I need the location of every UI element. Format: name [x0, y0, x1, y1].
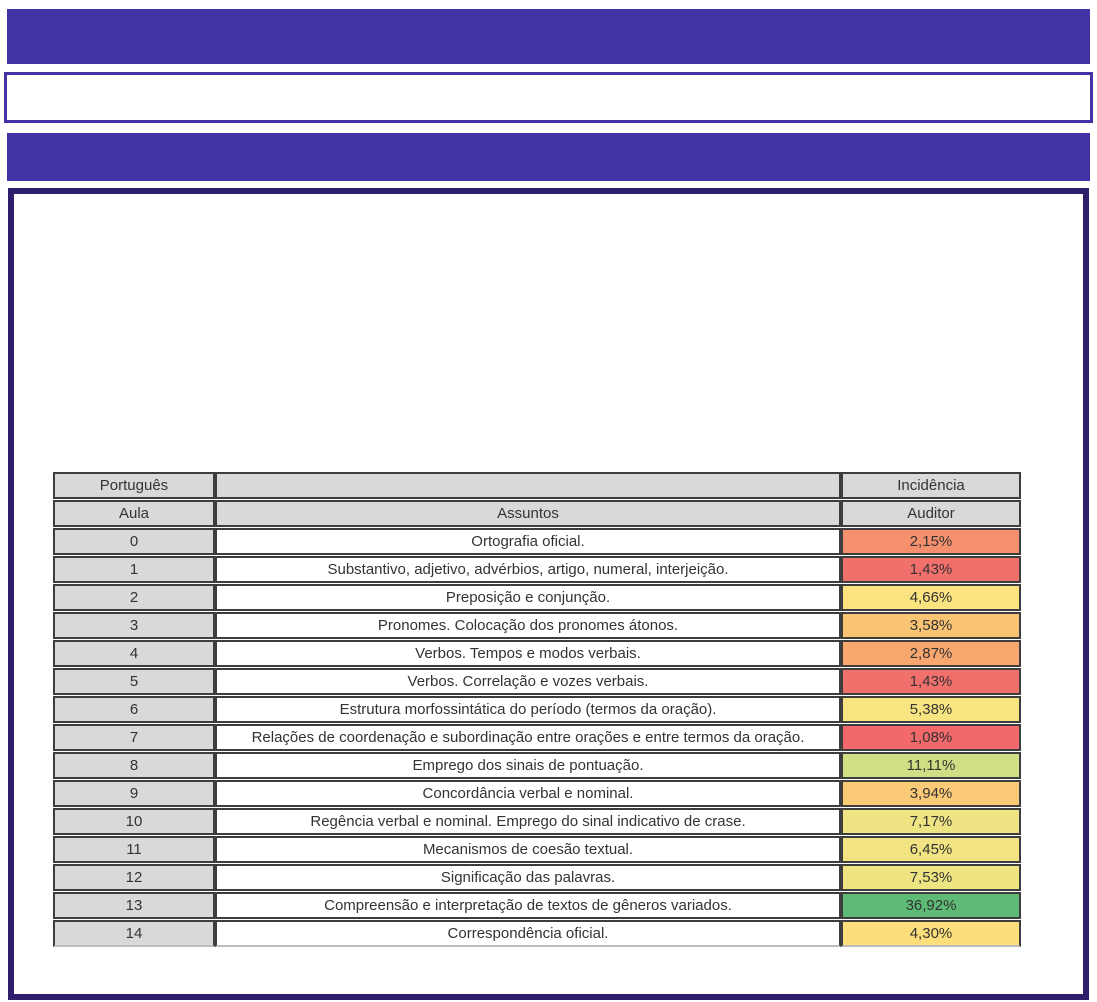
incidencia-cell: 4,66%	[841, 584, 1021, 611]
aula-cell: 14	[53, 920, 215, 947]
table-row: 14 Correspondência oficial. 4,30%	[53, 920, 1021, 947]
table-row: 8 Emprego dos sinais de pontuação. 11,11%	[53, 752, 1021, 779]
assunto-cell: Regência verbal e nominal. Emprego do si…	[215, 808, 841, 835]
aula-cell: 12	[53, 864, 215, 891]
table-row: 2 Preposição e conjunção. 4,66%	[53, 584, 1021, 611]
assunto-cell: Relações de coordenação e subordinação e…	[215, 724, 841, 751]
incidence-table: Português Incidência Aula Assuntos Audit…	[53, 471, 1021, 948]
table-row: 1 Substantivo, adjetivo, advérbios, artig…	[53, 556, 1021, 583]
table-row: 0 Ortografia oficial. 2,15%	[53, 528, 1021, 555]
header-portugues: Português	[53, 472, 215, 499]
assunto-cell: Concordância verbal e nominal.	[215, 780, 841, 807]
table-row: 7 Relações de coordenação e subordinação …	[53, 724, 1021, 751]
assunto-cell: Significação das palavras.	[215, 864, 841, 891]
aula-cell: 11	[53, 836, 215, 863]
incidencia-cell: 4,30%	[841, 920, 1021, 947]
table-row: 12 Significação das palavras. 7,53%	[53, 864, 1021, 891]
assunto-cell: Verbos. Correlação e vozes verbais.	[215, 668, 841, 695]
assunto-cell: Estrutura morfossintática do período (te…	[215, 696, 841, 723]
table-row: 6 Estrutura morfossintática do período (t…	[53, 696, 1021, 723]
assunto-cell: Emprego dos sinais de pontuação.	[215, 752, 841, 779]
incidencia-cell: 6,45%	[841, 836, 1021, 863]
assunto-cell: Correspondência oficial.	[215, 920, 841, 947]
assunto-cell: Preposição e conjunção.	[215, 584, 841, 611]
table-row: 3 Pronomes. Colocação dos pronomes átonos…	[53, 612, 1021, 639]
table-row: 10 Regência verbal e nominal. Emprego do …	[53, 808, 1021, 835]
aula-cell: 9	[53, 780, 215, 807]
assunto-cell: Ortografia oficial.	[215, 528, 841, 555]
aula-cell: 1	[53, 556, 215, 583]
header-aula: Aula	[53, 500, 215, 527]
assunto-cell: Pronomes. Colocação dos pronomes átonos.	[215, 612, 841, 639]
incidencia-cell: 11,11%	[841, 752, 1021, 779]
header-empty	[215, 472, 841, 499]
top-banner	[7, 9, 1090, 64]
aula-cell: 0	[53, 528, 215, 555]
incidencia-cell: 1,08%	[841, 724, 1021, 751]
table-row: 9 Concordância verbal e nominal. 3,94%	[53, 780, 1021, 807]
title-strip	[4, 72, 1093, 123]
incidencia-cell: 2,15%	[841, 528, 1021, 555]
incidencia-cell: 7,17%	[841, 808, 1021, 835]
header-incidencia: Incidência	[841, 472, 1021, 499]
aula-cell: 13	[53, 892, 215, 919]
incidencia-cell: 1,43%	[841, 556, 1021, 583]
table-header-row-1: Português Incidência	[53, 472, 1021, 499]
incidencia-cell: 36,92%	[841, 892, 1021, 919]
aula-cell: 3	[53, 612, 215, 639]
aula-cell: 8	[53, 752, 215, 779]
assunto-cell: Mecanismos de coesão textual.	[215, 836, 841, 863]
incidencia-cell: 7,53%	[841, 864, 1021, 891]
table-row: 5 Verbos. Correlação e vozes verbais. 1,43…	[53, 668, 1021, 695]
table-row: 13 Compreensão e interpretação de textos …	[53, 892, 1021, 919]
incidencia-cell: 1,43%	[841, 668, 1021, 695]
aula-cell: 7	[53, 724, 215, 751]
aula-cell: 6	[53, 696, 215, 723]
incidencia-cell: 2,87%	[841, 640, 1021, 667]
table-row: 11 Mecanismos de coesão textual. 6,45%	[53, 836, 1021, 863]
assunto-cell: Verbos. Tempos e modos verbais.	[215, 640, 841, 667]
table-body: Português Incidência Aula Assuntos Audit…	[53, 472, 1021, 947]
header-auditor: Auditor	[841, 500, 1021, 527]
incidencia-cell: 3,94%	[841, 780, 1021, 807]
aula-cell: 4	[53, 640, 215, 667]
aula-cell: 10	[53, 808, 215, 835]
header-assuntos: Assuntos	[215, 500, 841, 527]
incidencia-cell: 5,38%	[841, 696, 1021, 723]
table-row: 4 Verbos. Tempos e modos verbais. 2,87%	[53, 640, 1021, 667]
assunto-cell: Substantivo, adjetivo, advérbios, artigo…	[215, 556, 841, 583]
table-header-row-2: Aula Assuntos Auditor	[53, 500, 1021, 527]
incidencia-cell: 3,58%	[841, 612, 1021, 639]
aula-cell: 5	[53, 668, 215, 695]
aula-cell: 2	[53, 584, 215, 611]
assunto-cell: Compreensão e interpretação de textos de…	[215, 892, 841, 919]
sub-banner	[7, 133, 1090, 181]
